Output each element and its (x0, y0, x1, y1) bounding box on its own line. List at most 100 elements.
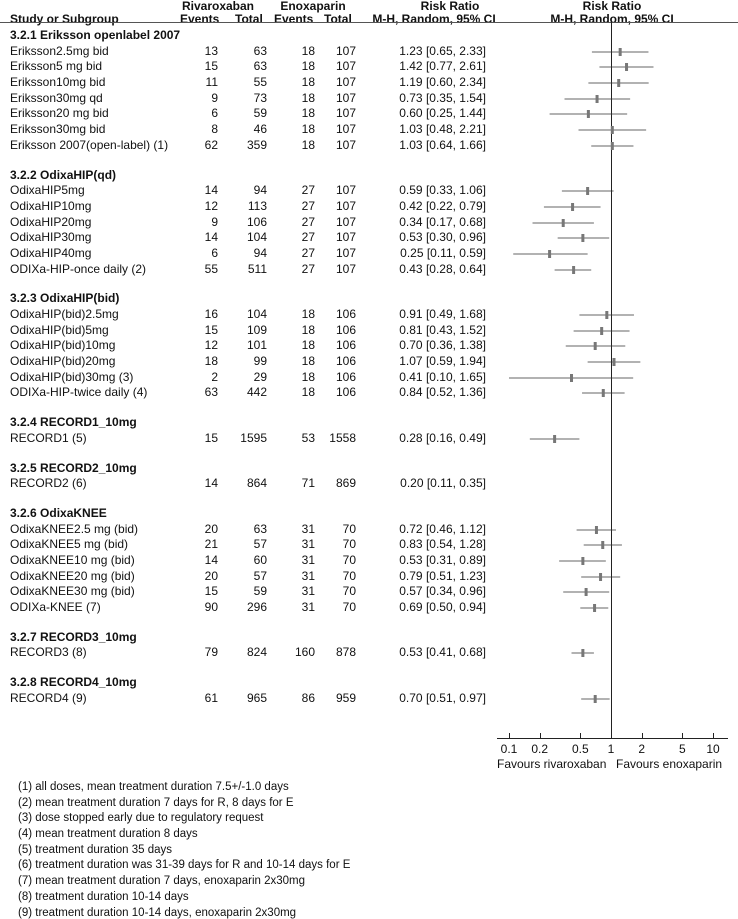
enoxaparin-events: 18 (301, 59, 315, 74)
rivaroxaban-events: 2 (211, 369, 218, 384)
enoxaparin-events: 31 (301, 521, 315, 536)
reference-line (611, 22, 612, 739)
point-estimate (584, 588, 588, 597)
header-total-2: Total (324, 12, 352, 26)
rivaroxaban-total: 63 (253, 59, 267, 74)
study-name: OdixaKNEE30 mg (bid) (10, 584, 135, 599)
rivaroxaban-total: 442 (246, 385, 267, 400)
study-name: Eriksson20 mg bid (10, 106, 109, 121)
study-row: Eriksson30mg qd 9 73 18 107 0.73 [0.35, 1.54] (0, 91, 738, 107)
study-row: ODIXa-HIP-twice daily (4) 63 442 18 106 0.84 … (0, 385, 738, 401)
subgroup-heading: 3.2.8 RECORD4_10mg (0, 675, 738, 691)
risk-ratio-ci: 0.25 [0.11, 0.59] (400, 245, 486, 260)
point-estimate (593, 694, 597, 703)
subgroup-heading: 3.2.2 OdixaHIP(qd) (0, 168, 738, 184)
rivaroxaban-events: 15 (204, 584, 218, 599)
study-row: ODIXa-HIP-once daily (2) 55 511 27 107 0.43 [… (0, 262, 738, 278)
rivaroxaban-events: 16 (204, 307, 218, 321)
enoxaparin-events: 27 (301, 183, 315, 198)
study-row: RECORD2 (6) 14 864 71 869 0.20 [0.11, 0.35] (0, 476, 738, 492)
risk-ratio-ci: 0.70 [0.51, 0.97] (399, 690, 486, 705)
enoxaparin-total: 70 (342, 568, 356, 583)
point-estimate (601, 541, 605, 550)
x-tick (641, 733, 643, 738)
risk-ratio-ci: 0.84 [0.52, 1.36] (399, 385, 486, 400)
enoxaparin-events: 160 (294, 645, 315, 660)
enoxaparin-total: 70 (342, 552, 356, 567)
study-name: OdixaHIP(bid)10mg (10, 338, 116, 353)
point-estimate (617, 79, 621, 88)
rivaroxaban-events: 15 (204, 430, 218, 445)
rivaroxaban-total: 511 (247, 261, 267, 276)
subgroup-title: 3.2.1 Eriksson openlabel 2007 (10, 28, 181, 42)
ci-mark (573, 326, 630, 335)
study-row: OdixaHIP(bid)2.5mg 16 104 18 106 0.91 [0.49, … (0, 307, 738, 323)
x-tick-label: 0.5 (571, 742, 589, 756)
subgroup-title: 3.2.7 RECORD3_10mg (10, 629, 137, 644)
enoxaparin-total: 107 (335, 198, 356, 213)
ci-mark (583, 541, 622, 550)
subgroup-title: 3.2.3 OdixaHIP(bid) (10, 291, 120, 306)
enoxaparin-events: 18 (301, 122, 315, 137)
header-study: Study or Subgroup (10, 12, 119, 26)
ci-mark (576, 525, 617, 534)
x-tick-label: 0.2 (531, 742, 549, 756)
footnote: (4) mean treatment duration 8 days (18, 828, 198, 841)
header-total-1: Total (235, 12, 263, 26)
rivaroxaban-events: 18 (204, 354, 218, 369)
enoxaparin-events: 27 (301, 214, 315, 229)
study-row: OdixaHIP(bid)10mg 12 101 18 106 0.70 [0.36, 1… (0, 338, 738, 354)
rivaroxaban-total: 104 (246, 230, 267, 245)
study-name: Eriksson 2007(open-label) (1) (10, 137, 169, 152)
ci-mark (509, 373, 634, 382)
study-name: Eriksson5 mg bid (10, 59, 103, 74)
study-name: OdixaHIP(bid)30mg (3) (10, 369, 134, 384)
enoxaparin-events: 18 (301, 307, 315, 321)
subgroup-heading: 3.2.7 RECORD3_10mg (0, 630, 738, 646)
ci-mark (529, 434, 580, 443)
point-estimate (561, 218, 565, 227)
risk-ratio-ci: 1.03 [0.64, 1.66] (399, 137, 486, 152)
enoxaparin-total: 106 (335, 338, 356, 353)
rivaroxaban-events: 14 (204, 476, 218, 491)
point-estimate (571, 202, 575, 211)
study-row: OdixaHIP(bid)30mg (3) 2 29 18 106 0.41 [0.10,… (0, 370, 738, 386)
enoxaparin-events: 31 (301, 584, 315, 599)
rivaroxaban-total: 59 (253, 106, 267, 121)
rivaroxaban-total: 965 (246, 690, 267, 705)
study-row: Eriksson10mg bid 11 55 18 107 1.19 [0.60, 2.3… (0, 75, 738, 91)
ci-mark (549, 110, 628, 119)
rivaroxaban-total: 113 (247, 198, 267, 213)
risk-ratio-ci: 1.07 [0.59, 1.94] (399, 354, 486, 369)
study-row: Eriksson 2007(open-label) (1) 62 359 18 107 1… (0, 138, 738, 154)
ci-mark (557, 234, 610, 243)
rivaroxaban-events: 14 (204, 552, 218, 567)
risk-ratio-ci: 1.19 [0.60, 2.34] (399, 75, 486, 90)
study-row: Eriksson20 mg bid 6 59 18 107 0.60 [0.25, 1.4… (0, 106, 738, 122)
header-enoxaparin: Enoxaparin (280, 0, 346, 13)
enoxaparin-events: 18 (301, 90, 315, 105)
study-name: OdixaKNEE2.5 mg (bid) (10, 521, 139, 536)
enoxaparin-total: 107 (335, 137, 356, 152)
enoxaparin-events: 53 (301, 430, 315, 445)
point-estimate (593, 342, 597, 351)
rivaroxaban-events: 55 (204, 261, 218, 276)
rivaroxaban-events: 61 (204, 690, 218, 705)
rivaroxaban-events: 6 (211, 106, 218, 121)
study-row: Eriksson2.5mg bid 13 63 18 107 1.23 [0.65, 2.… (0, 44, 738, 60)
subgroup-heading: 3.2.3 OdixaHIP(bid) (0, 291, 738, 307)
ci-mark (513, 249, 588, 258)
footnote: (1) all doses, mean treatment duration 7… (18, 781, 289, 793)
footnote: (2) mean treatment duration 7 days for R… (18, 796, 294, 809)
subgroup-heading: 3.2.6 OdixaKNEE (0, 506, 738, 522)
rivaroxaban-total: 46 (253, 122, 267, 137)
study-row: OdixaKNEE20 mg (bid) 20 57 31 70 0.79 [0.51, … (0, 569, 738, 585)
rivaroxaban-total: 63 (253, 43, 267, 58)
study-name: Eriksson2.5mg bid (10, 43, 109, 58)
rivaroxaban-total: 60 (253, 552, 267, 567)
risk-ratio-ci: 0.53 [0.31, 0.89] (399, 552, 486, 567)
rivaroxaban-total: 59 (253, 584, 267, 599)
header-rr-method: M-H, Random, 95% CI (372, 12, 496, 26)
point-estimate (599, 572, 603, 581)
rivaroxaban-events: 14 (204, 230, 218, 245)
